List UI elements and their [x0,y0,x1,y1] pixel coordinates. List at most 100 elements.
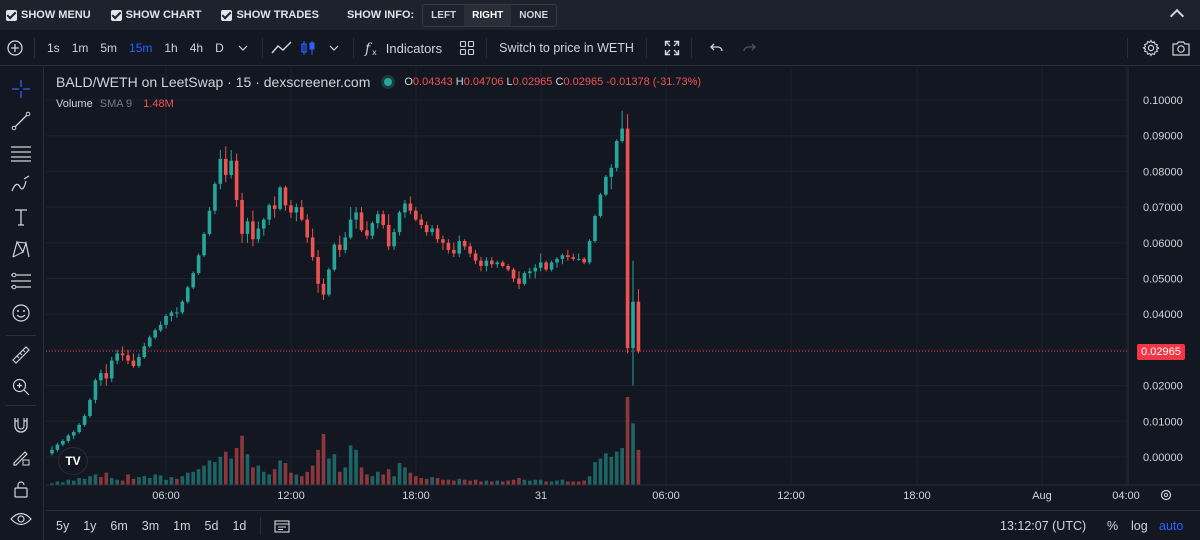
range-1y[interactable]: 1y [83,518,97,533]
show-info-none-button[interactable]: NONE [519,9,549,21]
templates-button[interactable] [454,35,480,61]
gear-icon [1142,39,1160,57]
range-5d[interactable]: 5d [204,518,219,533]
hide-drawings-button[interactable] [9,507,33,531]
lock-drawing-button[interactable] [9,445,33,469]
candle-body [223,158,228,175]
auto-scale-toggle[interactable]: auto [1159,518,1184,533]
volume-bar [370,476,375,485]
trend-line-tool-button[interactable] [9,109,33,133]
timeframe-1h[interactable]: 1h [164,41,178,55]
toolbar-divider [261,38,263,58]
candle-body [473,253,478,261]
candle-body [517,278,521,284]
candle-body [538,262,543,268]
open-label: O [404,76,413,88]
candle-body [397,212,402,233]
x-tick-label: 18:00 [903,490,931,502]
candle-body [435,228,440,240]
timeframe-1s[interactable]: 1s [47,41,60,55]
show-menu-checkbox[interactable]: SHOW MENU [6,9,91,21]
candle-chart-type-button[interactable] [295,35,321,61]
candle-body [218,158,223,184]
volume-bar [495,480,500,485]
settings-button[interactable] [1138,35,1164,61]
log-scale-toggle[interactable]: log [1131,518,1148,533]
x-tick-label: 06:00 [152,490,180,502]
timeframe-dropdown-button[interactable] [230,35,256,61]
switch-price-weth-button[interactable]: Switch to price in WETH [499,41,634,55]
icons-tool-button[interactable] [9,301,33,325]
volume-bar [522,479,527,485]
brush-tool-button[interactable] [9,173,33,197]
pattern-tool-button[interactable] [9,237,33,261]
fullscreen-button[interactable] [659,35,685,61]
axis-settings-gear-icon [1160,489,1172,501]
volume-bar [473,479,478,485]
checkbox-checked-icon [6,9,17,21]
volume-bar [566,481,570,485]
timeframe-1m[interactable]: 1m [71,41,89,55]
symbol-title[interactable]: BALD/WETH on LeetSwap · 15 · dexscreener… [56,74,371,90]
range-3m[interactable]: 3m [141,518,160,533]
show-info-right-button[interactable]: RIGHT [464,4,512,26]
show-info-left-button[interactable]: LEFT [431,9,457,21]
zoom-tool-button[interactable] [9,375,33,399]
redo-button[interactable] [736,35,762,61]
goto-date-icon[interactable] [273,518,291,534]
line-chart-type-button[interactable] [269,35,295,61]
range-6m[interactable]: 6m [110,518,128,533]
chevron-up-icon[interactable] [1169,8,1185,24]
candle-body [191,273,195,288]
candle-body [598,194,603,217]
undo-button[interactable] [704,35,730,61]
timeframe-15m[interactable]: 15m [129,41,153,55]
lock-all-button[interactable] [9,477,33,501]
volume-bar [408,472,413,485]
volume-bar [153,474,157,485]
crosshair-tool-button[interactable] [9,77,33,101]
timeframe-d[interactable]: D [215,41,224,55]
show-trades-checkbox[interactable]: SHOW TRADES [221,9,319,21]
chart-legend: BALD/WETH on LeetSwap · 15 · dexscreener… [56,74,701,90]
candle-body [185,287,190,302]
volume-bar [343,467,348,485]
candle-body [251,221,255,240]
chart-type-dropdown-button[interactable] [321,35,347,61]
clock-time[interactable]: 13:12:07 (UTC) [1000,518,1087,533]
timeframe-5m[interactable]: 5m [100,41,118,55]
volume-bar [582,480,586,485]
range-1d[interactable]: 1d [232,518,247,533]
tradingview-logo-icon[interactable]: TV [58,447,88,475]
measure-tool-button[interactable] [9,343,33,367]
volume-bar [468,480,472,485]
y-tick-label: 0.04000 [1143,309,1183,321]
add-symbol-button[interactable] [2,35,28,61]
candle-body [522,273,527,284]
show-chart-checkbox[interactable]: SHOW CHART [110,9,201,21]
horizontal-lines-tool-button[interactable] [9,141,33,165]
range-1m[interactable]: 1m [173,518,191,533]
volume-bar [299,476,304,485]
volume-bar [147,477,152,485]
candle-body [430,228,434,233]
volume-bar [571,481,576,485]
percent-scale-toggle[interactable]: % [1107,518,1119,533]
magnet-tool-button[interactable] [9,413,33,437]
crosshair-icon [12,80,30,98]
timeframe-4h[interactable]: 4h [189,41,204,55]
pencil-lock-icon [13,451,30,466]
prediction-tool-button[interactable] [9,269,33,293]
volume-bar [484,480,489,485]
candle-body [158,324,163,331]
candle-body [283,187,288,206]
price-chart[interactable]: 0.10000 0.09000 0.08000 0.07000 0.06000 0.050… [46,67,1200,509]
range-5y[interactable]: 5y [56,518,70,533]
snapshot-button[interactable] [1168,35,1194,61]
candles-icon [301,41,315,55]
volume-bar [376,471,380,485]
volume-bar [251,467,255,485]
text-tool-button[interactable] [9,205,33,229]
volume-bar [310,465,315,485]
